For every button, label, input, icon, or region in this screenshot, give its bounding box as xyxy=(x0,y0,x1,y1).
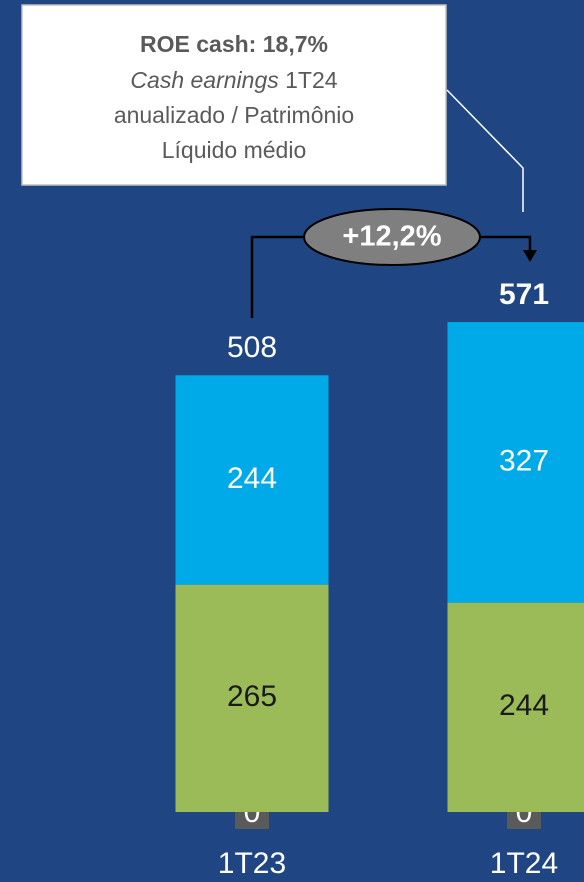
bar-segment xyxy=(447,322,584,603)
value-label: 327 xyxy=(499,444,549,477)
annotation-text: 1T24 xyxy=(285,67,338,93)
x-tick-label: 1T23 xyxy=(218,847,286,880)
annotation-line: Líquido médio xyxy=(162,137,307,163)
value-label: 265 xyxy=(227,680,277,713)
value-label: 244 xyxy=(227,462,277,495)
x-tick-label: 1T24 xyxy=(490,847,558,880)
annotation-line: Cash earnings 1T24 xyxy=(130,67,337,93)
bar-segment xyxy=(175,584,329,812)
bar-segment xyxy=(175,375,329,585)
total-label: 571 xyxy=(499,278,549,311)
annotation-italic: Cash earnings xyxy=(130,67,279,93)
annotation-connector xyxy=(446,89,524,212)
growth-label: +12,2% xyxy=(342,221,441,253)
arrow-head xyxy=(523,250,537,262)
annotation-title: ROE cash: 18,7% xyxy=(140,31,328,57)
annotation-line: anualizado / Patrimônio xyxy=(114,102,354,128)
bar-segment xyxy=(447,602,584,812)
growth-badge xyxy=(303,208,481,266)
annotation-box xyxy=(21,4,447,186)
total-label: 508 xyxy=(227,331,277,364)
value-label: 244 xyxy=(499,689,549,722)
